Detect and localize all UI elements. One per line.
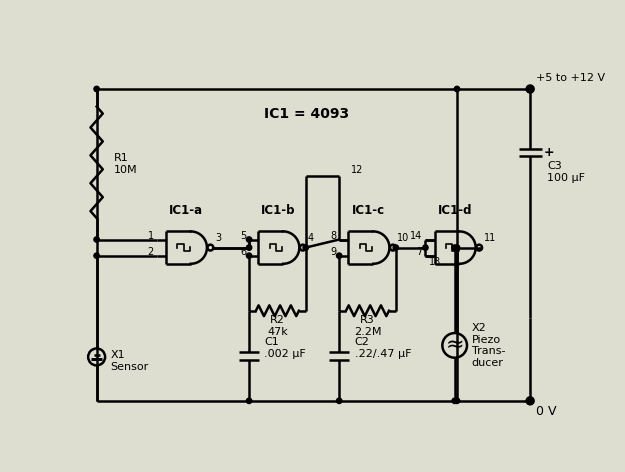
Text: C1
.002 μF: C1 .002 μF: [264, 337, 306, 359]
Text: X1
Sensor: X1 Sensor: [111, 350, 149, 371]
Circle shape: [454, 245, 459, 250]
Text: 5: 5: [240, 231, 246, 241]
Text: 9: 9: [330, 247, 336, 257]
Circle shape: [452, 245, 458, 250]
Text: R2
47k: R2 47k: [267, 315, 288, 337]
Text: 3: 3: [215, 233, 221, 243]
Circle shape: [246, 398, 252, 404]
Text: R1
10M: R1 10M: [114, 153, 138, 175]
Text: +5 to +12 V: +5 to +12 V: [536, 73, 606, 83]
Text: C2
.22/.47 μF: C2 .22/.47 μF: [354, 337, 411, 359]
Text: 2: 2: [148, 247, 154, 257]
Text: 4: 4: [308, 233, 313, 243]
Circle shape: [393, 245, 399, 250]
Circle shape: [94, 86, 99, 92]
Text: 10: 10: [398, 233, 409, 243]
Text: +: +: [544, 146, 554, 159]
Circle shape: [94, 237, 99, 242]
Text: ≈: ≈: [446, 336, 464, 355]
Text: 7: 7: [416, 247, 422, 257]
Text: 8: 8: [330, 231, 336, 241]
Circle shape: [336, 253, 342, 258]
Text: 14: 14: [410, 231, 422, 241]
Circle shape: [528, 86, 533, 92]
Text: IC1 = 4093: IC1 = 4093: [264, 108, 349, 121]
Circle shape: [246, 237, 252, 242]
Text: R3
2.2M: R3 2.2M: [354, 315, 381, 337]
Circle shape: [452, 398, 458, 404]
Text: X2
Piezo
Trans-
ducer: X2 Piezo Trans- ducer: [472, 323, 505, 368]
Text: 0 V: 0 V: [536, 405, 557, 418]
Text: IC1-c: IC1-c: [352, 204, 385, 217]
Text: 6: 6: [240, 247, 246, 257]
Circle shape: [246, 245, 252, 250]
Circle shape: [336, 398, 342, 404]
Circle shape: [454, 398, 459, 404]
Text: C3
100 μF: C3 100 μF: [547, 161, 585, 183]
Text: IC1-a: IC1-a: [169, 204, 203, 217]
Circle shape: [94, 253, 99, 258]
Text: 12: 12: [351, 165, 363, 175]
Text: 11: 11: [484, 233, 496, 243]
Text: 1: 1: [148, 231, 154, 241]
Circle shape: [454, 86, 459, 92]
Text: IC1-b: IC1-b: [261, 204, 296, 217]
Circle shape: [246, 253, 252, 258]
Text: 13: 13: [429, 257, 441, 267]
Circle shape: [422, 245, 428, 250]
Circle shape: [528, 398, 533, 404]
Circle shape: [303, 245, 308, 250]
Text: IC1-d: IC1-d: [438, 204, 472, 217]
